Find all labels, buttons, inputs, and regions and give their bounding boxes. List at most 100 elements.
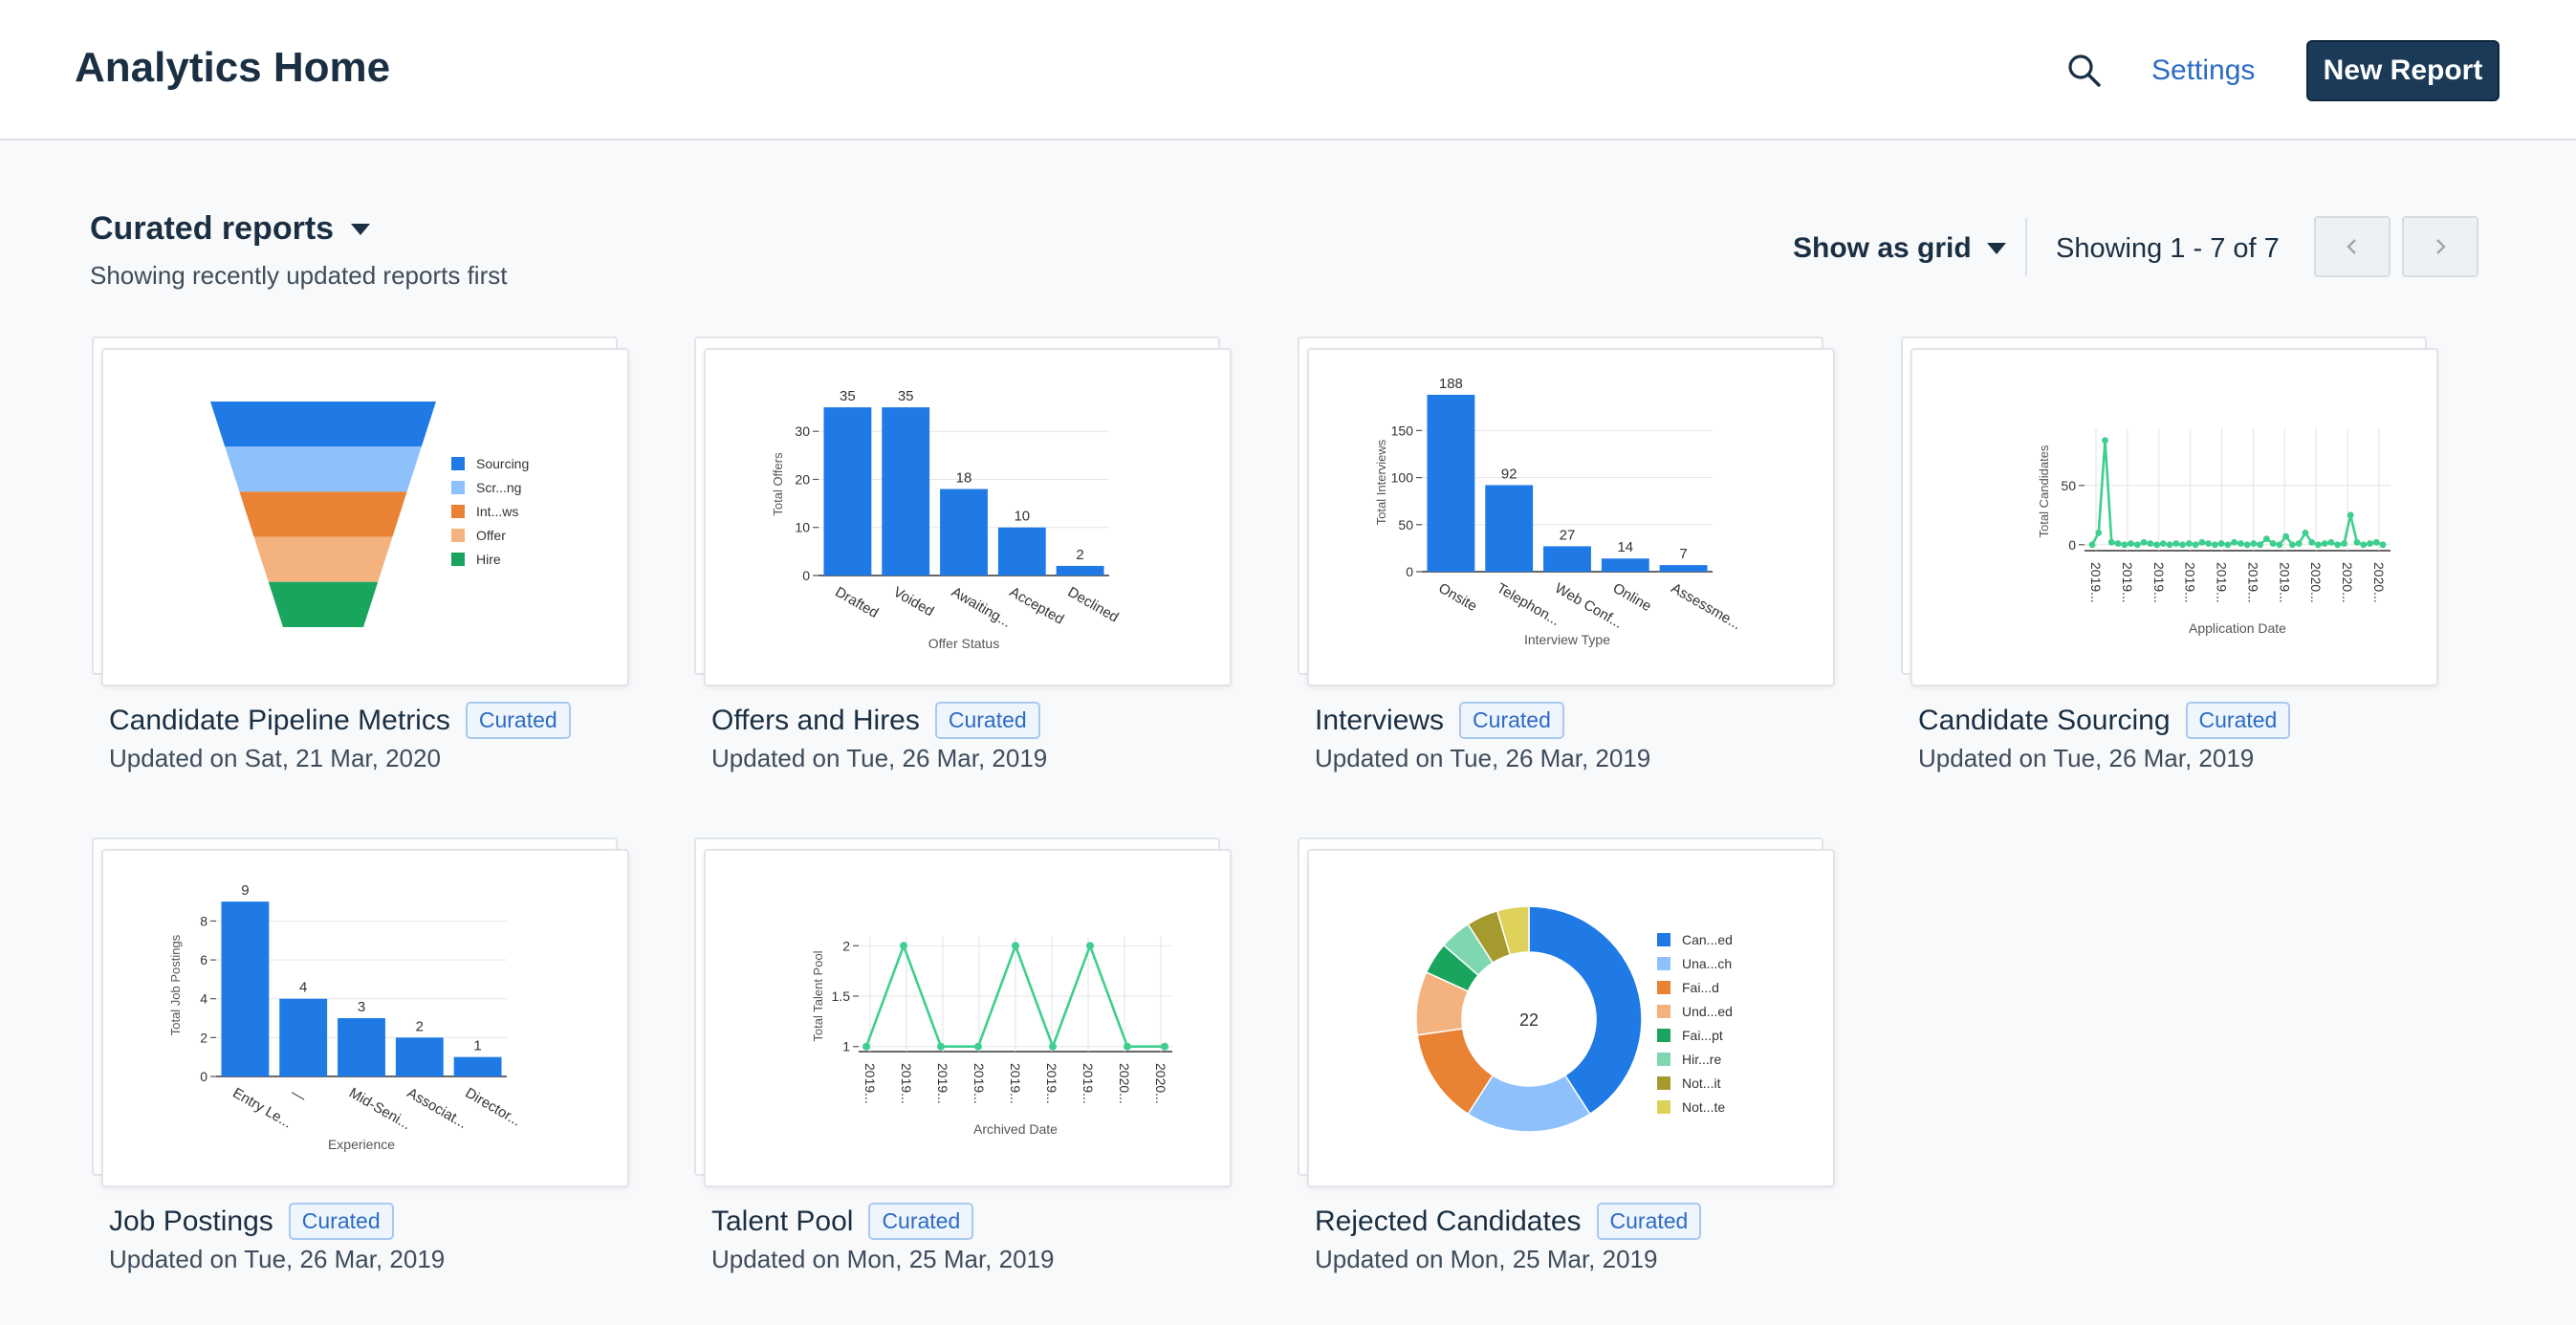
report-card[interactable]: 0 10 20 30 Total Offers 35 Drafted 35 Voided 18 Aw… [694,337,1249,772]
data-point [2295,540,2303,547]
curated-badge: Curated [1459,702,1564,739]
bar [823,407,872,576]
view-mode-dropdown[interactable]: Show as grid [1793,232,2006,265]
data-label: 35 [840,388,856,404]
legend-swatch [1657,933,1670,946]
report-title[interactable]: Talent Pool [711,1205,854,1237]
data-label: 35 [898,388,914,404]
report-chart: 22 Can...ed Una...ch Fai...d Und...ed Fai...p… [1415,905,1733,1133]
x-tick-label: 2019... [2215,562,2230,603]
legend-label: Sourcing [476,456,529,471]
report-thumbnail[interactable]: 1 1.5 2 Total Talent Pool 2019... 2019... 2019… [704,849,1232,1187]
y-tick-label: 2 [842,938,850,953]
y-tick-label: 0 [200,1069,207,1084]
bar [997,527,1046,576]
legend-label: Scr...ng [476,480,521,495]
y-axis-label: Total Candidates [2037,445,2051,537]
legend-swatch [1657,1100,1670,1114]
data-point [2243,541,2251,549]
data-point [862,1042,870,1051]
settings-link[interactable]: Settings [2151,54,2256,86]
data-label: 4 [299,980,307,996]
data-point [2159,540,2167,547]
report-title[interactable]: Offers and Hires [711,704,920,736]
report-thumbnail[interactable]: 0 50 Total Candidates 2019... 2019... 2019...… [1910,348,2438,686]
legend-label: Fai...d [1682,980,1719,995]
report-card[interactable]: 1 1.5 2 Total Talent Pool 2019... 2019... 2019… [694,837,1249,1273]
report-card[interactable]: 0 50 Total Candidates 2019... 2019... 2019...… [1901,337,2456,772]
report-title[interactable]: Rejected Candidates [1315,1205,1582,1237]
report-title-row: Interviews Curated [1315,702,1564,739]
data-label: 10 [1014,509,1030,525]
y-tick-label: 50 [1398,517,1413,532]
previous-page-button[interactable] [2314,216,2390,277]
x-tick-label: 2019... [1044,1063,1059,1104]
report-title[interactable]: Job Postings [109,1205,273,1237]
report-updated-date: Updated on Mon, 25 Mar, 2019 [711,1245,1055,1273]
x-tick-label: 2019... [862,1063,878,1104]
bar [1543,546,1591,572]
curated-reports-dropdown[interactable]: Curated reports [90,210,371,248]
data-point [2353,538,2361,546]
data-label: 27 [1560,527,1576,543]
data-point [2321,540,2328,547]
search-button[interactable] [2065,52,2104,90]
x-tick-label: 2019... [2120,562,2135,603]
report-thumbnail[interactable]: 22 Can...ed Una...ch Fai...d Und...ed Fai...p… [1307,849,1835,1187]
report-chart: 1 1.5 2 Total Talent Pool 2019... 2019... 2019… [811,937,1172,1137]
data-point [2237,540,2244,547]
curated-badge: Curated [868,1203,974,1240]
x-tick-label: 2019... [935,1063,950,1104]
bar [279,998,328,1076]
legend-label: Una...ch [1682,956,1732,971]
report-updated-date: Updated on Sat, 21 Mar, 2020 [109,744,441,772]
new-report-button[interactable]: New Report [2306,40,2500,101]
chevron-left-icon [2347,239,2356,254]
report-thumbnail[interactable]: 0 10 20 30 Total Offers 35 Drafted 35 Voided 18 Aw… [704,348,1232,686]
report-thumbnail[interactable]: 0 2 4 6 8 Total Job Postings 9 Entry Le... 4 — 3 Mi… [101,849,629,1187]
data-point [2153,541,2160,549]
x-tick-label: Telephon... [1494,580,1562,629]
x-tick-label: 2019... [2151,562,2167,603]
data-point [2224,541,2232,549]
x-tick-label: Assessme... [1669,580,1744,634]
curated-badge: Curated [934,702,1040,739]
report-title-row: Rejected Candidates Curated [1315,1203,1702,1240]
report-thumbnail[interactable]: Sourcing Scr...ng Int...ws Offer Hire [101,348,629,686]
legend-swatch [451,481,465,494]
x-tick-label: Mid-Seni... [346,1085,414,1134]
report-title-row: Talent Pool Curated [711,1203,974,1240]
x-tick-label: 2019... [2245,562,2260,603]
report-chart: 0 10 20 30 Total Offers 35 Drafted 35 Voided 18 Aw… [771,388,1122,651]
bar [395,1037,444,1076]
report-card[interactable]: 0 50 100 150 Total Interviews 188 Onsite 92 Tele… [1298,337,1852,772]
report-card[interactable]: 0 2 4 6 8 Total Job Postings 9 Entry Le... 4 — 3 Mi… [92,837,646,1273]
report-chart: Sourcing Scr...ng Int...ws Offer Hire [210,402,529,627]
y-tick-label: 1 [842,1039,850,1054]
curated-badge: Curated [465,702,571,739]
legend-label: Offer [476,528,506,543]
report-card[interactable]: Sourcing Scr...ng Int...ws Offer Hire Candida… [92,337,646,772]
x-tick-label: Associat... [404,1085,469,1132]
report-card[interactable]: 22 Can...ed Una...ch Fai...d Und...ed Fai...p… [1298,837,1852,1273]
data-point [2334,541,2342,549]
report-title[interactable]: Candidate Pipeline Metrics [109,704,450,736]
series-line [2090,440,2384,547]
legend-label: Hire [476,552,501,567]
x-tick-label: 2020... [1117,1063,1132,1104]
report-updated-date: Updated on Mon, 25 Mar, 2019 [1315,1245,1658,1273]
report-thumbnail[interactable]: 0 50 100 150 Total Interviews 188 Onsite 92 Tele… [1307,348,1835,686]
x-axis-label: Interview Type [1524,632,1610,647]
x-axis-label: Application Date [2189,620,2286,636]
y-tick-label: 1.5 [832,988,851,1004]
report-title[interactable]: Candidate Sourcing [1918,704,2171,736]
y-tick-label: 50 [2061,478,2076,493]
data-point [1049,1042,1057,1051]
next-page-button[interactable] [2402,216,2478,277]
report-updated-date: Updated on Tue, 26 Mar, 2019 [1918,744,2255,772]
data-point [2257,541,2264,549]
report-title[interactable]: Interviews [1315,704,1445,736]
y-tick-label: 20 [795,471,810,487]
data-point [2128,540,2134,547]
